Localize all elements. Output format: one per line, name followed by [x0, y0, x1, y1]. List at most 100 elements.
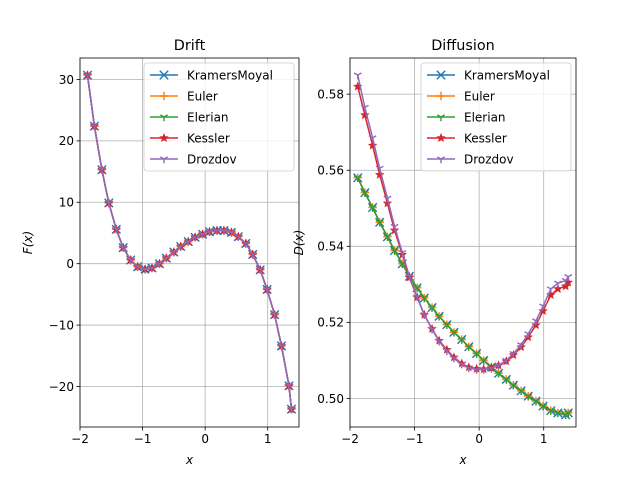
data-point: [553, 283, 563, 293]
legend-box: [420, 62, 572, 172]
data-point: [368, 204, 377, 212]
data-point: [524, 393, 533, 401]
data-point: [487, 365, 496, 373]
data-point: [472, 350, 481, 358]
data-point: [442, 321, 451, 329]
data-point: [191, 234, 200, 242]
data-point: [147, 265, 156, 273]
legend-marker: [436, 70, 446, 80]
legend-marker: [436, 156, 446, 164]
legend-entry-kramersmoyal: KramersMoyal: [150, 69, 273, 83]
data-point: [287, 406, 296, 414]
x-tick-label: 1: [540, 432, 548, 446]
legend-entry-kessler: Kessler: [427, 132, 507, 146]
data-point: [524, 331, 533, 338]
data-point: [546, 286, 555, 294]
data-point: [449, 355, 458, 363]
data-point: [360, 189, 369, 197]
legend-entry-drozdov: Drozdov: [150, 153, 237, 167]
data-point: [479, 366, 488, 374]
data-point: [494, 370, 503, 378]
data-point: [241, 240, 250, 248]
data-point: [457, 361, 466, 369]
axes-frame: [349, 57, 577, 428]
subplot-title: Diffusion: [431, 38, 495, 54]
data-point: [248, 251, 257, 259]
data-point: [126, 257, 135, 265]
data-point: [390, 247, 399, 255]
data-point: [442, 348, 451, 356]
data-point: [428, 304, 437, 312]
legend-label: Drozdov: [464, 153, 514, 167]
y-tick-label: −20: [49, 380, 74, 394]
data-point: [509, 350, 518, 358]
data-point: [383, 234, 392, 241]
legend-label: Kessler: [187, 132, 230, 146]
legend-marker: [159, 114, 169, 122]
data-point: [539, 403, 548, 411]
legend-marker: [436, 133, 446, 143]
data-point: [119, 245, 128, 252]
data-point: [553, 410, 562, 418]
data-point: [368, 135, 377, 143]
data-point: [546, 407, 555, 415]
x-tick-label: 0: [475, 432, 483, 446]
legend-label: Elerian: [464, 111, 506, 125]
data-point: [141, 266, 150, 274]
axes-frame: [79, 57, 300, 428]
legend-label: Kessler: [464, 132, 507, 146]
data-point: [353, 81, 363, 91]
legend-label: KramersMoyal: [187, 69, 273, 83]
data-point: [531, 398, 540, 406]
data-point: [219, 227, 228, 235]
legend-entry-kessler: Kessler: [150, 132, 230, 146]
series-elerian: [353, 175, 573, 420]
data-point: [413, 294, 422, 302]
data-point: [383, 195, 392, 203]
data-point: [234, 233, 243, 241]
legend-entry-euler: Euler: [427, 90, 495, 104]
data-point: [227, 229, 236, 237]
data-point: [270, 311, 279, 319]
data-point: [435, 338, 444, 346]
legend-entry-drozdov: Drozdov: [427, 153, 514, 167]
data-point: [531, 318, 540, 326]
y-tick-label: 30: [59, 73, 74, 87]
data-point: [133, 264, 142, 271]
data-point: [162, 255, 171, 263]
series-drozdov: [353, 72, 573, 374]
y-tick-label: 0.56: [317, 164, 344, 178]
data-point: [472, 366, 481, 374]
data-point: [564, 410, 573, 418]
x-axis-label: x: [185, 453, 194, 467]
data-point: [353, 175, 362, 183]
data-point: [428, 326, 437, 334]
legend-marker: [159, 70, 169, 80]
x-tick-label: −2: [71, 432, 89, 446]
data-point: [256, 267, 265, 275]
data-point: [398, 250, 407, 257]
legend-label: Drozdov: [187, 153, 237, 167]
data-point: [90, 123, 99, 131]
data-point: [435, 313, 444, 321]
legend-marker: [159, 133, 169, 143]
legend-label: Elerian: [187, 111, 229, 125]
y-tick-label: −10: [49, 318, 74, 332]
x-tick-label: 0: [201, 432, 209, 446]
data-point: [502, 357, 511, 365]
data-point: [539, 303, 548, 311]
data-point: [277, 343, 286, 351]
data-point: [104, 200, 113, 208]
data-point: [205, 229, 214, 236]
subplot-title: Drift: [174, 38, 206, 54]
data-point: [184, 238, 193, 246]
x-tick-label: −1: [406, 432, 424, 446]
data-point: [353, 72, 362, 80]
y-tick-label: 0: [66, 257, 74, 271]
data-point: [457, 336, 466, 344]
legend-label: Euler: [464, 90, 495, 104]
data-point: [375, 219, 384, 227]
series-euler: [353, 173, 573, 420]
data-point: [546, 290, 556, 300]
data-point: [420, 312, 429, 319]
